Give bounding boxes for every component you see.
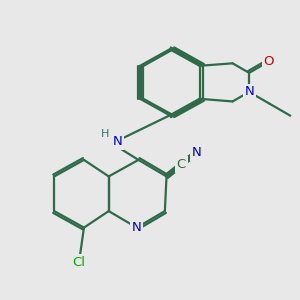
Text: N: N	[244, 85, 254, 98]
Text: C: C	[177, 158, 186, 171]
Text: N: N	[112, 135, 122, 148]
Text: N: N	[191, 146, 201, 159]
Text: O: O	[263, 55, 274, 68]
Text: H: H	[101, 130, 110, 140]
Text: N: N	[132, 221, 142, 234]
Text: Cl: Cl	[73, 256, 85, 269]
